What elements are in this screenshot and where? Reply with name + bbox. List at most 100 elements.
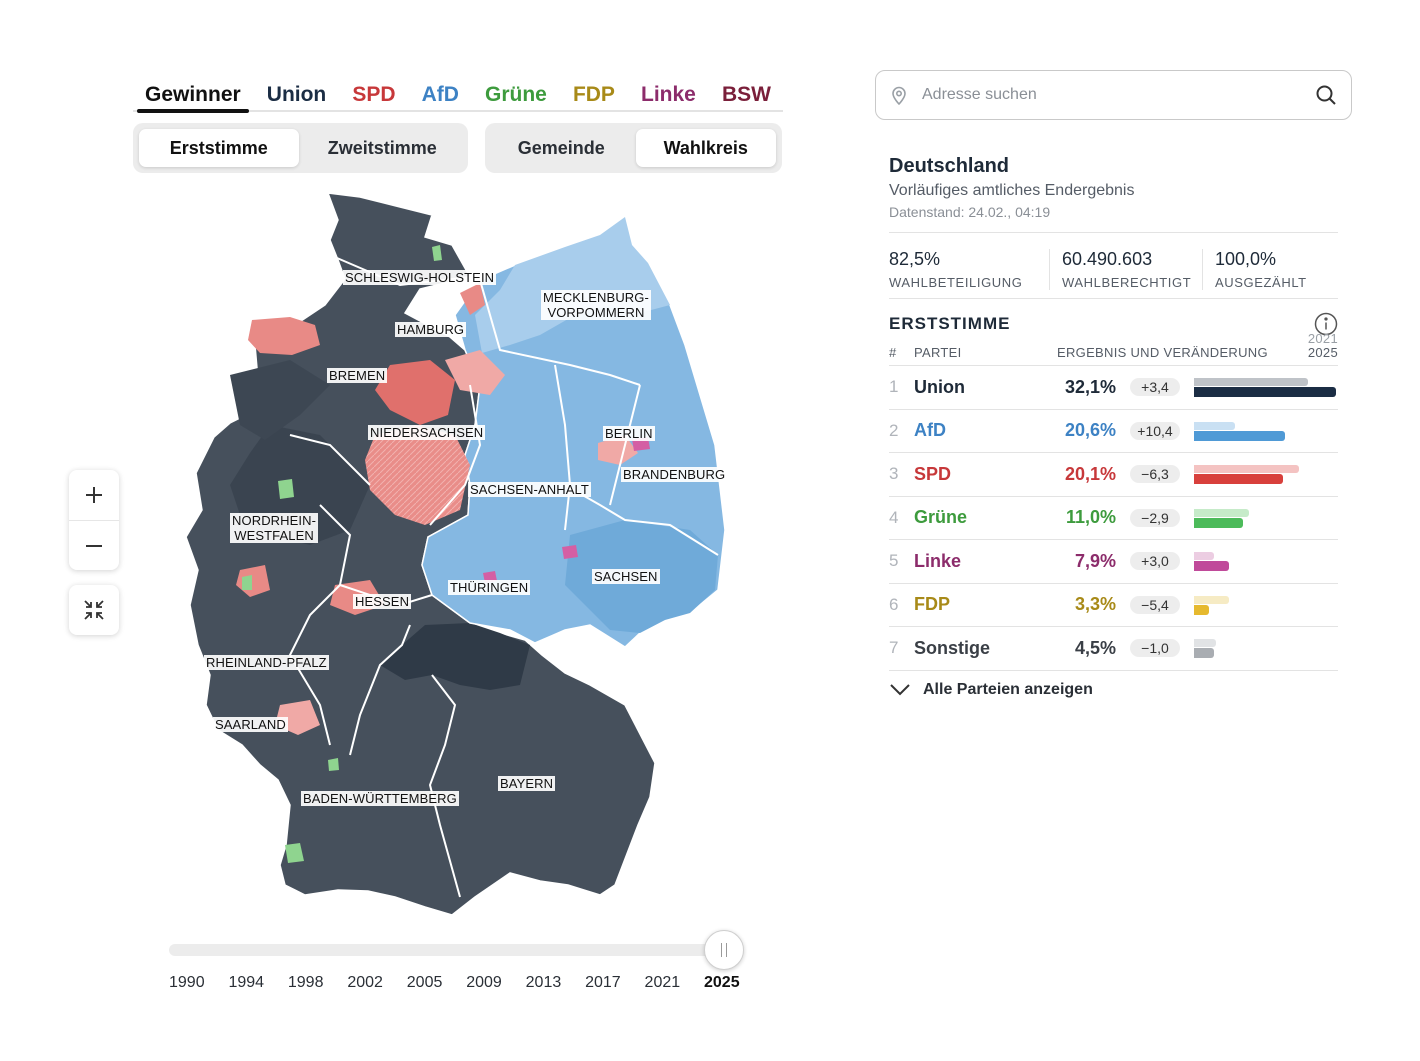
show-all-parties-button[interactable]: Alle Parteien anzeigen <box>889 681 1338 699</box>
info-icon[interactable] <box>1314 312 1338 336</box>
erststimme-button[interactable]: Erststimme <box>139 129 299 167</box>
state-label-sachsen: SACHSEN <box>592 569 660 584</box>
bar-year-legend: 2021 2025 <box>1308 332 1338 360</box>
party-tabs: Gewinner Union SPD AfD Grüne FDP Linke BSW <box>133 80 783 113</box>
year-1994[interactable]: 1994 <box>228 974 265 991</box>
green-kiel-region <box>432 245 442 261</box>
vote-type-toggle: Erststimme Zweitstimme <box>133 123 468 173</box>
turnout-stats: 82,5% WAHLBETEILIGUNG 60.490.603 WAHLBER… <box>889 232 1338 299</box>
result-bar-previous <box>1194 421 1235 430</box>
year-1990[interactable]: 1990 <box>169 974 205 991</box>
year-2013[interactable]: 2013 <box>525 974 562 991</box>
result-value: 32,1% <box>1064 376 1116 397</box>
state-label-baden-wuerttemberg: BADEN-WÜRTTEMBERG <box>301 791 459 806</box>
state-label-nordrhein-westfalen: NORDRHEIN- WESTFALEN <box>230 513 319 543</box>
result-party: AfD <box>914 420 946 441</box>
tab-afd[interactable]: AfD <box>421 83 459 106</box>
year-1998[interactable]: 1998 <box>287 974 324 991</box>
tab-spd[interactable]: SPD <box>352 83 396 106</box>
gemeinde-button[interactable]: Gemeinde <box>517 137 605 158</box>
germany-map[interactable]: SCHLESWIG-HOLSTEIN MECKLENBURG- VORPOMME… <box>170 185 750 925</box>
result-party: Linke <box>914 550 962 571</box>
data-timestamp: Datenstand: 24.02., 04:19 <box>889 204 1051 220</box>
search-input[interactable] <box>922 86 1315 104</box>
year-2009[interactable]: 2009 <box>466 974 502 991</box>
minus-icon <box>86 544 102 547</box>
year-2025[interactable]: 2025 <box>704 974 740 991</box>
green-koeln-region <box>242 575 252 590</box>
tab-fdp[interactable]: FDP <box>572 83 615 106</box>
spd-north-region <box>248 317 320 355</box>
green-stuttgart-region <box>328 758 339 771</box>
fit-to-view-button[interactable] <box>69 585 119 635</box>
state-borders <box>288 254 719 898</box>
stat-value: 100,0% <box>1215 249 1277 269</box>
linke-leipzig-region <box>562 545 578 559</box>
chevron-down-icon <box>890 683 910 695</box>
result-bars <box>1194 376 1336 398</box>
result-bars <box>1194 507 1336 529</box>
grip-icon <box>721 943 727 957</box>
state-label-thueringen: THÜRINGEN <box>448 580 531 595</box>
legend-cur-year: 2025 <box>1307 345 1338 360</box>
spd-lowersaxony-region <box>375 360 455 425</box>
stat-label: WAHLBETEILIGUNG <box>889 275 1023 290</box>
map-svg[interactable] <box>170 185 750 925</box>
zoom-out-button[interactable] <box>69 520 119 570</box>
result-party: FDP <box>914 594 950 615</box>
tab-bsw[interactable]: BSW <box>721 83 771 106</box>
year-timeline: 1990 1994 1998 2002 2005 2009 2013 2017 2021 2025 <box>169 930 749 1000</box>
result-bar-previous <box>1194 465 1299 474</box>
legend-prev-year: 2021 <box>1307 331 1338 346</box>
stat-value: 82,5% <box>889 249 941 269</box>
tab-grüne[interactable]: Grüne <box>485 83 547 106</box>
timeline-track[interactable] <box>169 944 737 956</box>
tab-linke[interactable]: Linke <box>641 83 696 106</box>
year-2002[interactable]: 2002 <box>347 974 383 991</box>
result-row[interactable]: 2 AfD 20,6% +10,4 <box>889 410 1338 453</box>
state-label-hessen: HESSEN <box>353 594 412 609</box>
tab-gewinner[interactable]: Gewinner <box>133 80 253 113</box>
result-row[interactable]: 3 SPD 20,1% −6,3 <box>889 453 1338 497</box>
state-label-rheinland-pfalz: RHEINLAND-PFALZ <box>204 655 329 670</box>
mv-light-region <box>475 217 670 353</box>
result-change: −5,4 <box>1130 595 1180 614</box>
collapse-arrows-icon <box>84 600 104 620</box>
search-icon[interactable] <box>1315 84 1337 106</box>
region-title: Deutschland <box>889 155 1010 177</box>
result-bar-current <box>1194 561 1229 572</box>
result-value: 3,3% <box>1074 594 1116 615</box>
green-freiburg-region <box>285 843 304 863</box>
year-2005[interactable]: 2005 <box>406 974 443 991</box>
result-row[interactable]: 1 Union 32,1% +3,4 <box>889 366 1338 410</box>
timeline-handle[interactable] <box>704 930 744 970</box>
result-bar-previous <box>1194 552 1214 561</box>
year-2021[interactable]: 2021 <box>644 974 681 991</box>
result-rank: 1 <box>889 377 899 397</box>
result-value: 20,6% <box>1064 420 1116 441</box>
stat-label: AUSGEZÄHLT <box>1215 275 1307 290</box>
wahlkreis-button[interactable]: Wahlkreis <box>635 129 776 167</box>
show-all-label: Alle Parteien anzeigen <box>923 680 1093 698</box>
result-rank: 4 <box>889 507 899 527</box>
result-rank: 7 <box>889 638 899 658</box>
results-column-headers: # PARTEI ERGEBNIS UND VERÄNDERUNG 2021 2… <box>889 332 1338 366</box>
result-row[interactable]: 5 Linke 7,9% +3,0 <box>889 540 1338 584</box>
state-label-bayern: BAYERN <box>498 776 556 791</box>
zweitstimme-button[interactable]: Zweitstimme <box>327 137 437 158</box>
tab-union[interactable]: Union <box>266 83 327 106</box>
year-2017[interactable]: 2017 <box>585 974 621 991</box>
result-value: 11,0% <box>1065 507 1116 528</box>
result-row[interactable]: 4 Grüne 11,0% −2,9 <box>889 497 1338 540</box>
green-muenster-region <box>278 479 294 499</box>
result-change: −6,3 <box>1130 465 1180 484</box>
result-rank: 5 <box>889 551 899 571</box>
zoom-in-button[interactable] <box>69 470 119 520</box>
state-label-schleswig-holstein: SCHLESWIG-HOLSTEIN <box>343 270 497 285</box>
result-bar-current <box>1194 387 1336 398</box>
result-bar-current <box>1194 430 1285 441</box>
result-row[interactable]: 6 FDP 3,3% −5,4 <box>889 584 1338 627</box>
result-value: 7,9% <box>1074 550 1116 571</box>
timeline-years: 1990 1994 1998 2002 2005 2009 2013 2017 2021 2025 <box>169 974 749 994</box>
result-row[interactable]: 7 Sonstige 4,5% −1,0 <box>889 627 1338 671</box>
